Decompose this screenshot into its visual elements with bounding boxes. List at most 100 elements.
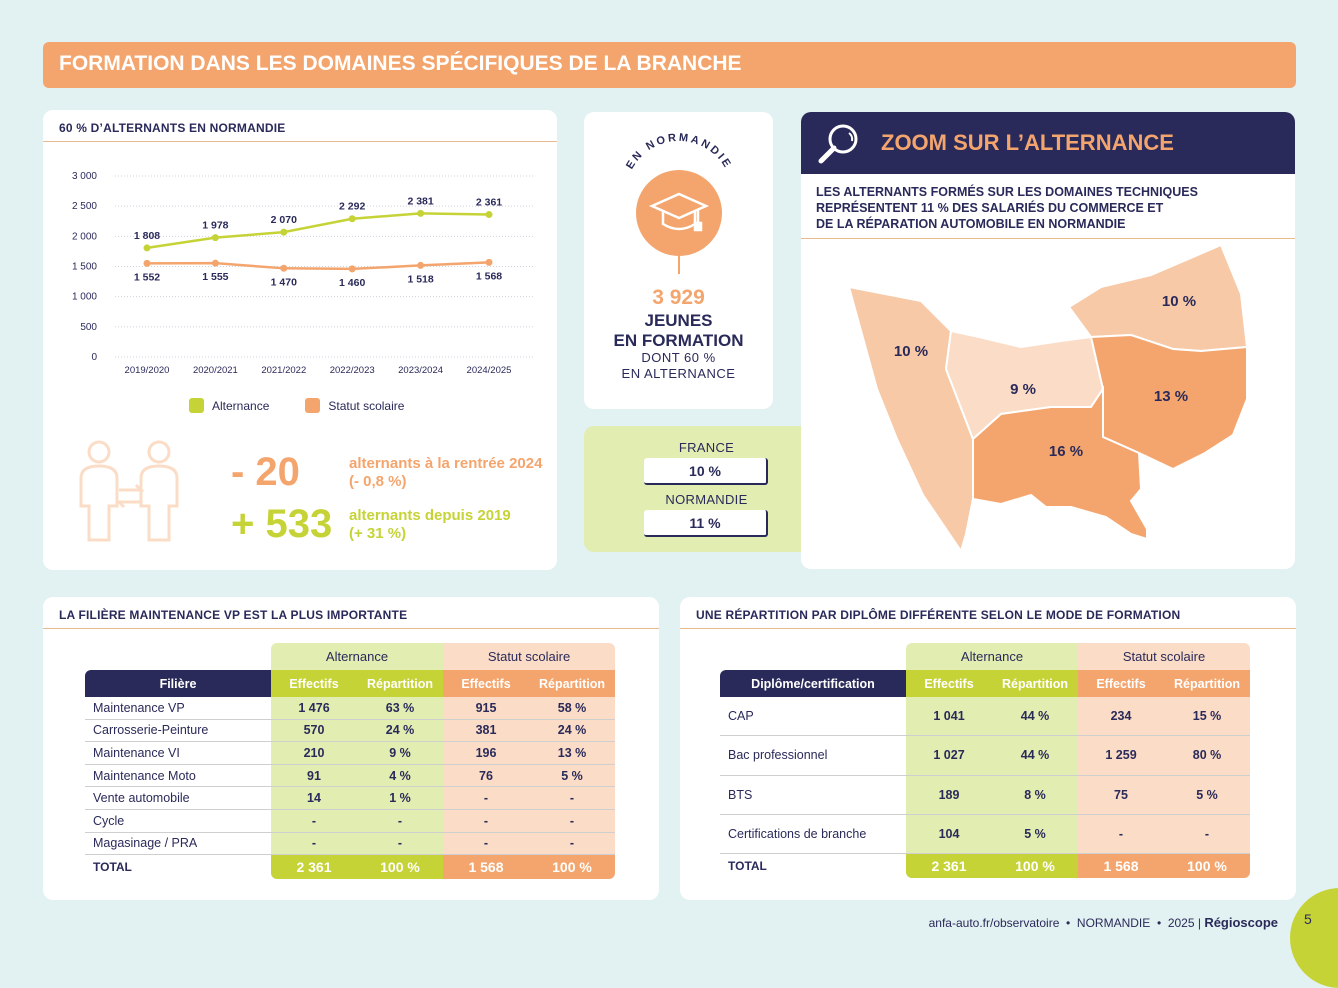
- table2-title: UNE RÉPARTITION PAR DIPLÔME DIFFÉRENTE S…: [680, 597, 1296, 629]
- region-label: 10 %: [894, 343, 928, 360]
- table-row: CAP 1 041 44 % 234 15 %: [720, 697, 1250, 737]
- cell: 5 %: [1164, 775, 1250, 815]
- group-header-alternance: Alternance: [271, 643, 443, 670]
- people-exchange-icon: [79, 440, 179, 542]
- table-row: Carrosserie-Peinture 570 24 % 381 24 %: [85, 719, 615, 743]
- total-youth-card: EN NORMANDIE 3 929 JEUNES EN FORMATION D…: [584, 112, 773, 409]
- column-header: Répartition: [1164, 670, 1250, 697]
- data-label: 2 292: [339, 201, 365, 213]
- region-manche: [847, 285, 974, 554]
- cell: 44 %: [992, 736, 1078, 776]
- kpi-sublabel: (+ 31 %): [349, 524, 407, 542]
- total-row: TOTAL 2 361 100 % 1 568 100 %: [85, 855, 615, 880]
- total-cell: 100 %: [1164, 854, 1250, 879]
- footer-url[interactable]: anfa-auto.fr/observatoire: [928, 916, 1060, 930]
- youth-label-4: EN ALTERNANCE: [621, 366, 736, 381]
- table-row: Maintenance VP 1 476 63 % 915 58 %: [85, 697, 615, 720]
- series-line-alternance: [146, 212, 490, 250]
- footer-year: 2025: [1167, 916, 1195, 930]
- cell: 9 %: [357, 742, 443, 765]
- zoom-description: LES ALTERNANTS FORMÉS SUR LES DOMAINES T…: [816, 184, 1286, 232]
- data-label: 2 361: [476, 197, 502, 209]
- y-tick-label: 2 000: [72, 231, 97, 242]
- x-tick-label: 2024/2025: [467, 365, 512, 376]
- column-header: Effectifs: [443, 670, 529, 697]
- y-tick-label: 2 500: [72, 201, 97, 212]
- region-seine-maritime: [1067, 243, 1249, 353]
- cell: 1 027: [906, 736, 992, 776]
- region-label: 16 %: [1049, 443, 1083, 460]
- cell: 210: [271, 742, 357, 765]
- data-point: [485, 258, 493, 266]
- cell: 58 %: [529, 697, 615, 720]
- data-point: [417, 209, 425, 217]
- divider: [801, 238, 1295, 239]
- normandie-value: 11 %: [644, 510, 768, 537]
- table-row: BTS 189 8 % 75 5 %: [720, 775, 1250, 815]
- cell: 381: [443, 719, 529, 743]
- column-header: Effectifs: [906, 670, 992, 697]
- column-header: Diplôme/certification: [720, 670, 906, 697]
- graduation-circle: [636, 170, 722, 256]
- kpi-change-2019: + 533 alternants depuis 2019 (+ 31 %): [231, 502, 511, 547]
- youth-label-2: EN FORMATION: [613, 331, 744, 350]
- cell: 15 %: [1164, 697, 1250, 737]
- spacer: [720, 643, 906, 670]
- france-label: FRANCE: [678, 440, 735, 455]
- cell: 24 %: [529, 719, 615, 743]
- column-header: Effectifs: [271, 670, 357, 697]
- chart-legend: Alternance Statut scolaire: [189, 398, 404, 413]
- youth-number: 3 929: [652, 286, 705, 309]
- x-tick-label: 2022/2023: [330, 365, 375, 376]
- table-row: Magasinage / PRA - - - -: [85, 832, 615, 856]
- kpi-label: alternants depuis 2019: [349, 506, 511, 524]
- cell: -: [529, 832, 615, 856]
- cell: 76: [443, 764, 529, 788]
- cell: -: [529, 809, 615, 833]
- table-row: Certifications de branche 104 5 % - -: [720, 814, 1250, 855]
- table-row: Vente automobile 14 1 % - -: [85, 787, 615, 810]
- legend-alternance-label: Alternance: [212, 399, 270, 413]
- series-line-scolaire: [146, 261, 490, 271]
- table-row: Maintenance VI 210 9 % 196 13 %: [85, 742, 615, 765]
- graduation-cap-icon: [648, 192, 710, 232]
- data-point: [211, 259, 219, 267]
- svg-text:EN NORMANDIE: EN NORMANDIE: [624, 132, 734, 172]
- table1-title: LA FILIÈRE MAINTENANCE VP EST LA PLUS IM…: [43, 597, 659, 629]
- row-label: Maintenance VI: [85, 742, 271, 765]
- cell: -: [271, 809, 357, 833]
- row-label: Certifications de branche: [720, 815, 906, 855]
- line-chart: 0 500 1 000 1 500 2 000 2 500 3 000 2019/2020 20…: [72, 171, 533, 376]
- footer-brand: Régioscope: [1204, 915, 1278, 930]
- total-cell: 2 361: [906, 854, 992, 879]
- column-header: Répartition: [529, 670, 615, 697]
- table-row: Bac professionnel 1 027 44 % 1 259 80 %: [720, 736, 1250, 776]
- chart-title: 60 % D’ALTERNANTS EN NORMANDIE: [43, 110, 557, 142]
- legend-alternance: Alternance: [189, 398, 269, 413]
- column-header: Effectifs: [1078, 670, 1164, 697]
- column-header: Répartition: [992, 670, 1078, 697]
- y-tick-label: 500: [80, 322, 97, 333]
- data-point: [280, 228, 288, 236]
- x-tick-label: 2021/2022: [261, 365, 306, 376]
- x-tick-label: 2020/2021: [193, 365, 238, 376]
- data-point: [348, 265, 356, 273]
- data-point: [280, 264, 288, 272]
- cell: 4 %: [357, 764, 443, 788]
- page-number-circle: [1290, 888, 1338, 988]
- group-header-scolaire: Statut scolaire: [1078, 643, 1250, 670]
- cell: 24 %: [357, 719, 443, 743]
- kpi-label: alternants à la rentrée 2024: [349, 454, 543, 472]
- row-label: Magasinage / PRA: [85, 833, 271, 856]
- data-label: 1 518: [407, 273, 433, 285]
- kpi-value: - 20: [231, 450, 300, 494]
- row-label: Vente automobile: [85, 787, 271, 810]
- data-label: 1 808: [134, 230, 160, 242]
- kpi-change-2024: - 20 alternants à la rentrée 2024 (- 0,8…: [231, 450, 542, 495]
- footer-sep: •: [1066, 916, 1071, 930]
- data-label: 1 555: [202, 271, 228, 283]
- cell: -: [357, 832, 443, 856]
- cell: 915: [443, 697, 529, 720]
- cell: 1 259: [1078, 736, 1164, 776]
- group-header-scolaire: Statut scolaire: [443, 643, 615, 670]
